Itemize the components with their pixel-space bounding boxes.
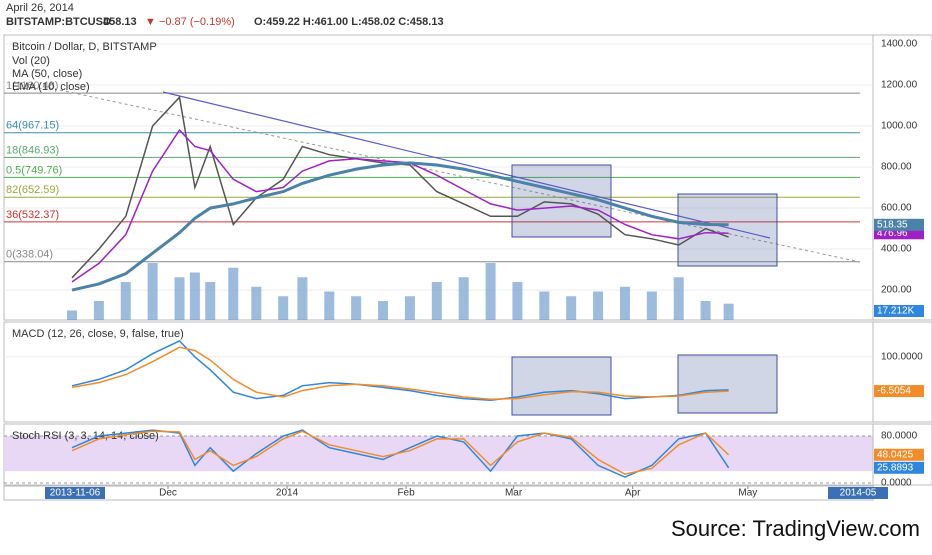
volume-bar [458, 277, 469, 320]
fib-label: 82(652.59) [6, 184, 59, 196]
y-tick-label: 600.00 [881, 203, 912, 214]
legend-entry: EMA (10, close) [12, 81, 90, 93]
x-tick-label: May [738, 488, 757, 499]
trendline [162, 91, 771, 239]
volume-bar [512, 282, 523, 320]
volume-bar [189, 272, 200, 320]
price-tag-label: 48.0425 [877, 449, 914, 460]
volume-bar [673, 277, 684, 320]
price-tag [874, 218, 924, 231]
y-tick-label: 1200.00 [881, 80, 918, 91]
box [677, 354, 778, 414]
panel-title: MACD (12, 26, close, 9, false, true) [12, 328, 184, 340]
fib-label: 64(967.15) [6, 120, 59, 132]
date: April 26, 2014 [6, 2, 74, 14]
y-tick-label: 100.0000 [881, 352, 923, 363]
legend-entry: Vol (20) [12, 55, 50, 67]
volume-bar [297, 277, 308, 320]
x-tick-label: 2014 [276, 488, 299, 499]
legend-entry: MA (50, close) [12, 68, 82, 80]
volume-bar [593, 291, 604, 320]
symbol: BITSTAMP:BTCUSD [6, 16, 111, 28]
volume-bar [147, 263, 158, 320]
source: Source: TradingView.com [671, 516, 920, 541]
volume-bar [228, 267, 239, 320]
series-line [71, 346, 729, 400]
fib-label: 36(532.37) [6, 209, 59, 221]
price-tag [874, 448, 924, 461]
price-tag-label: 476.96 [877, 228, 908, 239]
volume-bar [485, 263, 496, 320]
y-tick-label: 80.0000 [881, 431, 918, 442]
volume-bar [723, 303, 734, 320]
range-label: 2013-11-06 [50, 488, 101, 499]
fib-label: 18(846.93) [6, 144, 59, 156]
series-line [71, 430, 730, 475]
y-tick-label: 400.00 [881, 244, 912, 255]
last-price: 458.13 [103, 16, 137, 28]
volume-bar [700, 301, 711, 320]
series-line [71, 95, 729, 279]
series-line [71, 429, 730, 478]
x-tick-label: Feb [397, 488, 415, 499]
fib-label: 1(1160.48) [6, 80, 58, 92]
volume-bar [93, 301, 104, 320]
price-tag-label: 518.35 [877, 219, 908, 230]
fib-label: 0.5(749.76) [6, 164, 62, 176]
trendline [59, 89, 861, 263]
volume-bar [431, 282, 442, 320]
y-tick-label: 1400.00 [881, 39, 918, 50]
axis-bg [872, 321, 932, 423]
volume-bar [378, 301, 389, 320]
panel-title: Bitcoin / Dollar, D, BITSTAMP [12, 41, 157, 53]
volume-bar [278, 296, 289, 320]
volume-bar [646, 291, 657, 320]
volume-bar [566, 296, 577, 320]
ohlc: O:459.22 H:461.00 L:458.02 C:458.13 [254, 16, 444, 28]
x-tick-label: Dec [159, 488, 177, 499]
x-tick-label: Mar [505, 488, 523, 499]
y-tick-label: 1000.00 [881, 121, 918, 132]
volume-bar [539, 291, 550, 320]
range-label: 2014-05 [840, 488, 877, 499]
volume-bar [251, 286, 262, 320]
volume-bar [205, 282, 216, 320]
price-tag-label: 25.8893 [877, 462, 914, 473]
box [511, 164, 612, 238]
series-line [71, 339, 729, 401]
range-marker [828, 487, 888, 499]
box [677, 193, 778, 267]
volume-bar [404, 296, 415, 320]
price-tag [874, 461, 924, 474]
price-tag [874, 385, 924, 398]
series-line [71, 128, 729, 283]
change: ▼ −0.87 (−0.19%) [145, 16, 235, 28]
y-tick-label: 200.00 [881, 285, 912, 296]
price-tag-label: -6.5054 [877, 386, 911, 397]
x-tick-label: Apr [625, 488, 641, 499]
volume-bar [67, 310, 77, 320]
volume-bar [174, 277, 185, 320]
y-tick-label: 0.0000 [881, 478, 912, 489]
y-tick-label: 800.00 [881, 162, 912, 173]
panel-border [3, 321, 874, 423]
series-line [71, 161, 729, 292]
volume-tag-label: 17.212K [877, 306, 915, 317]
fib-label: 0(338.04) [6, 249, 53, 261]
volume-bar [120, 282, 131, 320]
axis-bg [872, 34, 932, 321]
volume-bar [351, 296, 362, 320]
range-marker [45, 487, 105, 499]
box [511, 356, 612, 416]
volume-tag [874, 305, 924, 317]
volume-bar [619, 286, 630, 320]
volume-bar [324, 291, 335, 320]
